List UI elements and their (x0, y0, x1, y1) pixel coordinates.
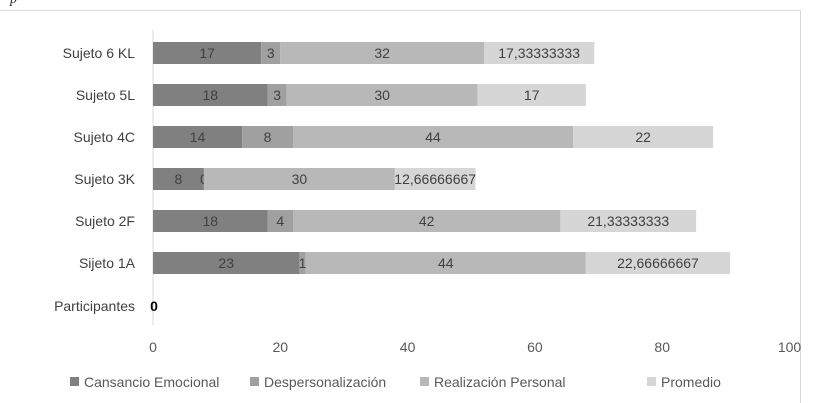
bar-segment (203, 168, 395, 190)
x-tick-label: 40 (400, 339, 416, 355)
bar-segment (560, 210, 697, 232)
data-label: 22 (635, 129, 651, 145)
x-tick-label: 60 (527, 339, 543, 355)
legend-label: Cansancio Emocional (84, 374, 219, 390)
legend-swatch (420, 377, 429, 386)
bar-segment (153, 84, 268, 106)
category-label: Sujeto 5L (76, 87, 135, 103)
bar-segment (573, 126, 714, 148)
legend-swatch (647, 377, 656, 386)
data-label: 17 (524, 87, 540, 103)
data-label: 4 (276, 213, 284, 229)
data-label: 30 (292, 171, 308, 187)
bar-segment (394, 168, 476, 190)
bar-segment (293, 126, 574, 148)
data-label: 44 (425, 129, 441, 145)
data-label: 8 (175, 171, 183, 187)
data-label: 32 (374, 45, 390, 61)
bar-segment (261, 42, 281, 64)
data-label: 18 (202, 87, 218, 103)
bar-segment (267, 84, 287, 106)
x-tick-label: 20 (273, 339, 289, 355)
legend-label: Promedio (661, 374, 721, 390)
data-label: 1 (299, 255, 307, 271)
data-label: 3 (267, 45, 275, 61)
chart-border-top (0, 10, 801, 11)
data-label: 22,66666667 (617, 255, 699, 271)
bar-segment (286, 84, 478, 106)
bar-segment (153, 126, 243, 148)
bar-segment (477, 84, 586, 106)
bar-segment (267, 210, 294, 232)
data-label: 30 (374, 87, 390, 103)
category-label: Sujeto 4C (74, 129, 135, 145)
legend-label: Realización Personal (434, 374, 566, 390)
bar-segment (153, 42, 262, 64)
data-label: 23 (218, 255, 234, 271)
cropped-caption: p (0, 0, 100, 14)
legend-label: Despersonalización (264, 374, 386, 390)
data-label: 17 (199, 45, 215, 61)
data-label: 21,33333333 (587, 213, 669, 229)
x-tick-label: 100 (778, 339, 802, 355)
x-tick-label: 80 (654, 339, 670, 355)
bar-segment (293, 210, 561, 232)
category-label: Sujeto 2F (75, 213, 135, 229)
data-label: 12,66666667 (394, 171, 476, 187)
bar-segment (305, 252, 586, 274)
category-label: Sujeto 6 KL (63, 45, 136, 61)
data-label: 18 (202, 213, 218, 229)
data-label: 3 (273, 87, 281, 103)
bar-segment (483, 42, 595, 64)
category-label: Sijeto 1A (79, 255, 136, 271)
legend-swatch (70, 377, 79, 386)
bar-segment (299, 252, 306, 274)
data-label: 0 (150, 298, 158, 314)
legend-swatch (250, 377, 259, 386)
bar-segment (153, 210, 268, 232)
caption-fragment: p (10, 0, 100, 8)
data-label: 17,33333333 (498, 45, 580, 61)
bar-segment (153, 168, 204, 190)
x-tick-label: 0 (149, 339, 157, 355)
data-label: 8 (264, 129, 272, 145)
data-label: 44 (438, 255, 454, 271)
bar-segment (585, 252, 731, 274)
category-label: Sujeto 3K (74, 171, 135, 187)
data-label: 42 (419, 213, 435, 229)
chart-border-right (800, 10, 801, 403)
category-label: Participantes (54, 298, 135, 314)
bar-segment (280, 42, 484, 64)
bar-segment (242, 126, 294, 148)
data-label: 14 (190, 129, 206, 145)
bar-segment (153, 252, 300, 274)
